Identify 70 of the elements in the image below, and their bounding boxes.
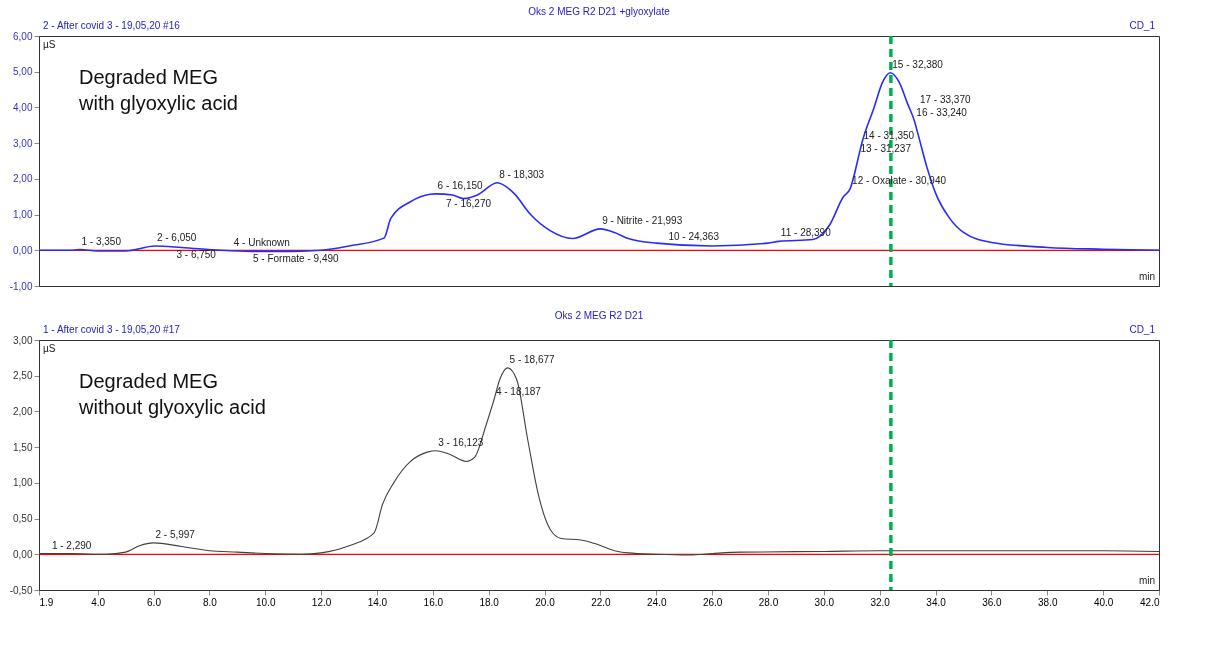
x-tick-label: 8.0: [202, 596, 218, 608]
x-tick-label: 1.9: [39, 596, 54, 608]
annotation: 5 - 18,677: [509, 353, 556, 365]
y-tick-label: 0,00: [13, 244, 33, 256]
y-tick-label: 6,00: [13, 30, 33, 42]
x-tick-label: 32.0: [870, 596, 891, 608]
y-tick-label: 1,00: [13, 209, 33, 221]
annotation: 10 - 24,363: [668, 230, 720, 242]
annotation: 9 - Nitrite - 21,993: [602, 214, 683, 226]
x-tick-label: 26.0: [702, 596, 723, 608]
x-tick-label: 4.0: [91, 596, 106, 608]
x-tick-label: 34.0: [926, 596, 947, 608]
annotation: 16 - 33,240: [916, 106, 968, 118]
annotation: 3 - 6,750: [176, 248, 217, 260]
x-tick-label: 12.0: [311, 596, 332, 608]
y-axis-title: µS: [43, 39, 56, 50]
y-tick-label: 5,00: [13, 66, 33, 78]
y-tick-label: 3,00: [13, 137, 33, 149]
annotation: 7 - 16,270: [445, 198, 492, 209]
annotation: Degraded MEG without glyoxylic acid: [78, 370, 266, 418]
text: 2 - After covid 3 - 19,05,20 #16: [43, 20, 181, 31]
text: 1 - After covid 3 - 19,05,20 #17: [43, 324, 181, 335]
y-tick-label: 3,00: [13, 334, 33, 346]
annotation: 14 - 31,350: [863, 130, 915, 142]
x-tick-label: 30.0: [814, 596, 835, 608]
x-tick-label: 28.0: [758, 596, 779, 608]
annotation: 4 - 18,187: [495, 386, 542, 397]
x-tick-label: 18.0: [479, 596, 500, 608]
annotation: 13 - 31,237: [860, 143, 912, 155]
y-tick-label: 1,50: [13, 441, 33, 453]
annotation: 2 - 6,050: [156, 232, 197, 243]
line-series: [38, 367, 1160, 556]
annotation: 5 - Formate - 9,490: [252, 253, 340, 265]
x-tick-label: 20.0: [535, 596, 556, 608]
y-tick-label: 0,00: [13, 548, 33, 560]
annotation: 1 - 3,350: [81, 235, 122, 247]
annotation: 17 - 33,370: [919, 93, 971, 105]
x-tick-label: 6.0: [147, 596, 162, 608]
x-tick-label: 24.0: [647, 596, 667, 608]
x-axis-title: min: [1138, 575, 1155, 586]
x-tick-label: 14.0: [367, 596, 388, 608]
y-tick-label: 2,50: [13, 370, 33, 382]
y-axis-title: µS: [43, 343, 56, 354]
y-tick-label: -1,00: [9, 280, 33, 292]
x-tick-label: 16.0: [423, 596, 444, 608]
chart-title: Oks 2 MEG R2 D21: [554, 310, 644, 321]
annotation: 6 - 16,150: [437, 180, 484, 192]
y-tick-label: -0,50: [9, 584, 33, 596]
annotation: Degraded MEG with glyoxylic acid: [78, 66, 238, 114]
y-tick-label: 0,50: [13, 513, 33, 525]
y-tick-label: 1,00: [13, 477, 33, 489]
x-tick-label: 36.0: [982, 596, 1003, 608]
annotation: 2 - 5,997: [155, 528, 196, 540]
annotation: 3 - 16,123: [438, 436, 484, 448]
x-tick-label: 40.0: [1093, 596, 1114, 608]
text: CD_1: [1129, 20, 1156, 31]
x-tick-label: 38.0: [1038, 596, 1058, 608]
y-tick-label: 2,00: [13, 405, 33, 417]
x-axis-title: min: [1138, 271, 1155, 282]
y-tick-label: 2,00: [13, 173, 33, 185]
chart-title: Oks 2 MEG R2 D21 +glyoxylate: [528, 6, 671, 17]
annotation: 4 - Unknown: [233, 237, 290, 248]
y-tick-label: 4,00: [13, 101, 33, 113]
annotation: 15 - 32,380: [892, 58, 944, 70]
annotation: 1 - 2,290: [51, 539, 92, 551]
x-tick-label: 42.0: [1140, 596, 1160, 608]
x-tick-label: 10.0: [256, 596, 276, 608]
x-tick-label: 22.0: [591, 596, 612, 608]
annotation: 8 - 18,303: [499, 168, 545, 180]
text: CD_1: [1129, 324, 1156, 335]
